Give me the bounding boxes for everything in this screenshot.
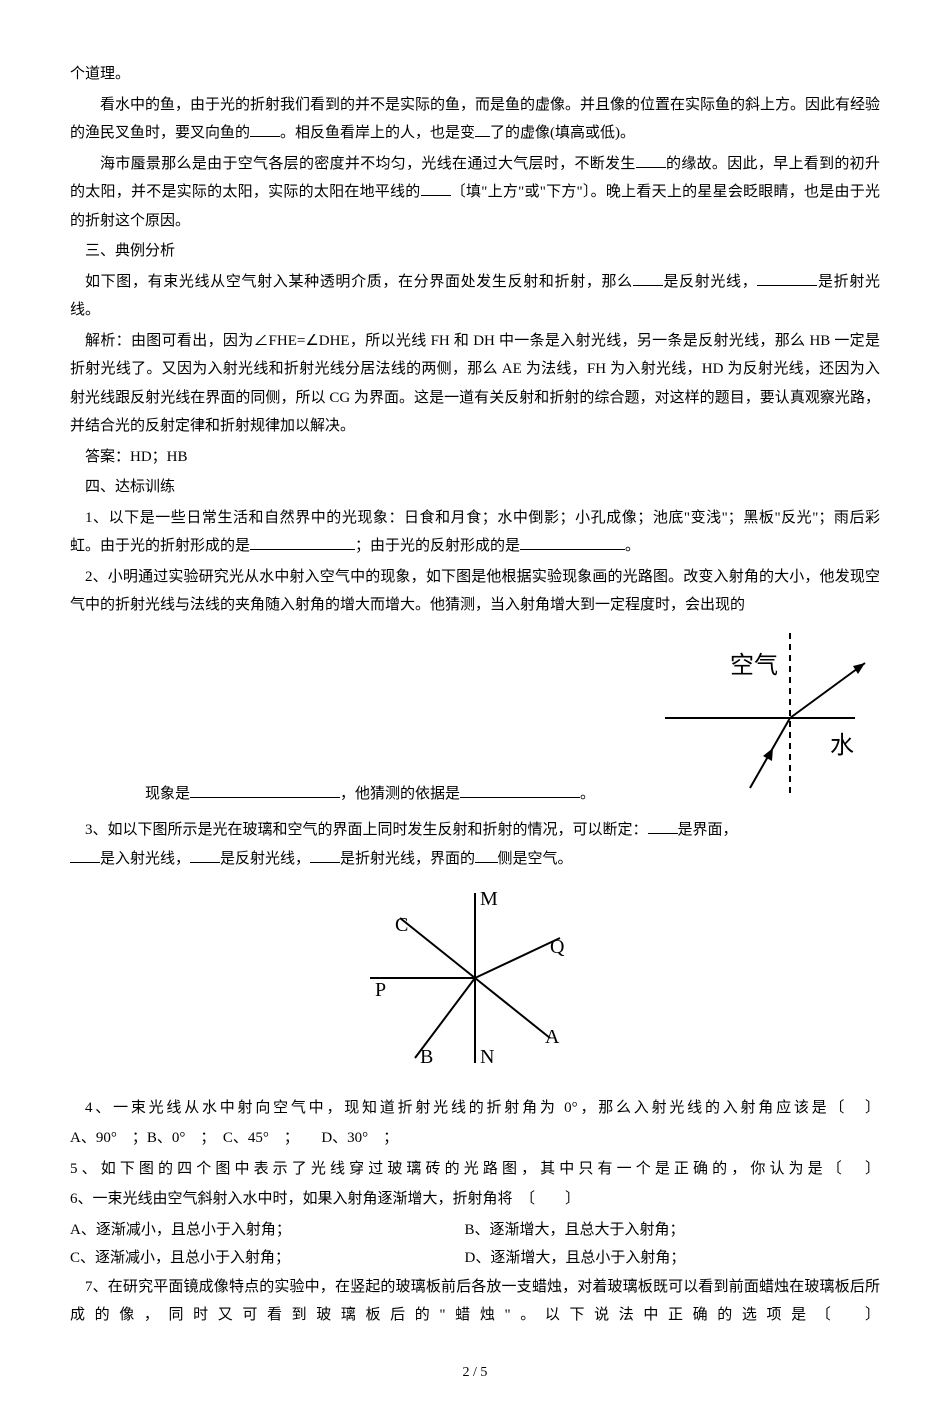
question-6: 6、一束光线由空气斜射入水中时，如果入射角逐渐增大，折射角将 〔 〕 xyxy=(70,1185,880,1214)
paragraph-mirage: 海市蜃景那么是由于空气各层的密度并不均匀，光线在通过大气层时，不断发生的缘故。因… xyxy=(70,150,880,236)
refraction-diagram-svg: 空气 水 xyxy=(655,628,875,798)
blank-q3-interface xyxy=(648,818,678,835)
example-analysis: 解析：由图可看出，因为∠FHE=∠DHE，所以光线 FH 和 DH 中一条是入射… xyxy=(70,327,880,441)
label-N: N xyxy=(480,1046,494,1068)
figure-1: 空气 水 xyxy=(650,628,880,809)
label-A: A xyxy=(545,1026,560,1048)
text: ，他猜测的依据是 xyxy=(340,786,460,802)
blank-fish-pos xyxy=(250,121,280,138)
text: 如下图，有束光线从空气射入某种透明介质，在分界面处发生反射和折射，那么 xyxy=(85,274,633,290)
question-4-options: A、90° ；B、0° ； C、45° ； D、30° ； xyxy=(70,1124,880,1153)
opt-b: B、逐渐增大，且总大于入射角； xyxy=(465,1216,685,1245)
question-5: 5、如下图的四个图中表示了光线穿过玻璃砖的光路图，其中只有一个是正确的，你认为是… xyxy=(70,1155,880,1184)
blank-q2-phenomenon xyxy=(190,781,340,798)
opt-a: A、逐渐减小，且总小于入射角； xyxy=(70,1216,435,1245)
label-C: C xyxy=(395,914,408,936)
opt-d: D、逐渐增大，且总小于入射角； xyxy=(465,1244,686,1273)
text: ；由于光的反射形成的是 xyxy=(355,538,520,554)
question-2-intro: 2、小明通过实验研究光从水中射入空气中的现象，如下图是他根据实验现象画的光路图。… xyxy=(70,563,880,620)
question-6-row2: C、逐渐减小，且总小于入射角； D、逐渐增大，且总小于入射角； xyxy=(70,1244,880,1273)
blank-q3-side xyxy=(475,846,498,863)
paragraph-fish: 看水中的鱼，由于光的折射我们看到的并不是实际的鱼，而是鱼的虚像。并且像的位置在实… xyxy=(70,91,880,148)
text: 是反射光线， xyxy=(220,851,310,867)
text: 现象是 xyxy=(145,786,190,802)
question-4: 4、一束光线从水中射向空气中，现知道折射光线的折射角为 0°，那么入射光线的入射… xyxy=(70,1094,880,1123)
text: 是界面， xyxy=(678,822,738,838)
blank-q1-reflect xyxy=(520,534,625,551)
heading-three: 三、典例分析 xyxy=(70,237,880,266)
text: 是反射光线， xyxy=(663,274,758,290)
question-2-tail: 现象是 ，他猜测的依据是 。 xyxy=(70,780,650,809)
text: 是折射光线，界面的 xyxy=(340,851,475,867)
question-3: 3、如以下图所示是光在玻璃和空气的界面上同时发生反射和折射的情况，可以断定： 是界… xyxy=(70,816,880,873)
blank-q3-reflect xyxy=(190,846,220,863)
figure-2: M C Q P B N A xyxy=(70,883,880,1084)
question-1: 1、以下是一些日常生活和自然界中的光现象：日食和月食；水中倒影；小孔成像；池底"… xyxy=(70,504,880,561)
text: 了的虚像(填高或低)。 xyxy=(490,125,635,141)
question-6-row1: A、逐渐减小，且总小于入射角； B、逐渐增大，且总大于入射角； xyxy=(70,1216,880,1245)
blank-reflect xyxy=(633,269,663,286)
text: 。 xyxy=(580,786,595,802)
blank-high-low xyxy=(475,121,490,138)
blank-mirage-1 xyxy=(636,151,666,168)
text: 。 xyxy=(625,538,640,554)
question-7: 7、在研究平面镜成像特点的实验中，在竖起的玻璃板前后各放一支蜡烛，对着玻璃板既可… xyxy=(70,1273,880,1330)
heading-four: 四、达标训练 xyxy=(70,473,880,502)
paragraph-intro-tail: 个道理。 xyxy=(70,60,880,89)
blank-refract xyxy=(757,269,817,286)
interface-diagram-svg: M C Q P B N A xyxy=(345,883,605,1073)
label-Q: Q xyxy=(550,936,565,958)
blank-q1-refract xyxy=(250,534,355,551)
opt-c: C、逐渐减小，且总小于入射角； xyxy=(70,1244,435,1273)
example-answer: 答案：HD；HB xyxy=(70,443,880,472)
text: 3、如以下图所示是光在玻璃和空气的界面上同时发生反射和折射的情况，可以断定： xyxy=(85,822,648,838)
text: 侧是空气。 xyxy=(498,851,573,867)
page-number: 2 / 5 xyxy=(70,1360,880,1387)
text: 是入射光线， xyxy=(100,851,190,867)
label-air: 空气 xyxy=(730,652,778,679)
blank-q3-refract xyxy=(310,846,340,863)
blank-q2-basis xyxy=(460,781,580,798)
text: 。相反鱼看岸上的人，也是变 xyxy=(280,125,475,141)
label-P: P xyxy=(375,979,386,1001)
label-M: M xyxy=(480,888,498,910)
label-B: B xyxy=(420,1046,433,1068)
blank-mirage-2 xyxy=(421,180,451,197)
label-water: 水 xyxy=(830,732,854,759)
question-2-figure-row: 现象是 ，他猜测的依据是 。 空气 水 xyxy=(70,628,880,809)
example-question: 如下图，有束光线从空气射入某种透明介质，在分界面处发生反射和折射，那么 是反射光线… xyxy=(70,268,880,325)
text: 海市蜃景那么是由于空气各层的密度并不均匀，光线在通过大气层时，不断发生 xyxy=(100,156,636,172)
blank-q3-incident xyxy=(70,846,100,863)
